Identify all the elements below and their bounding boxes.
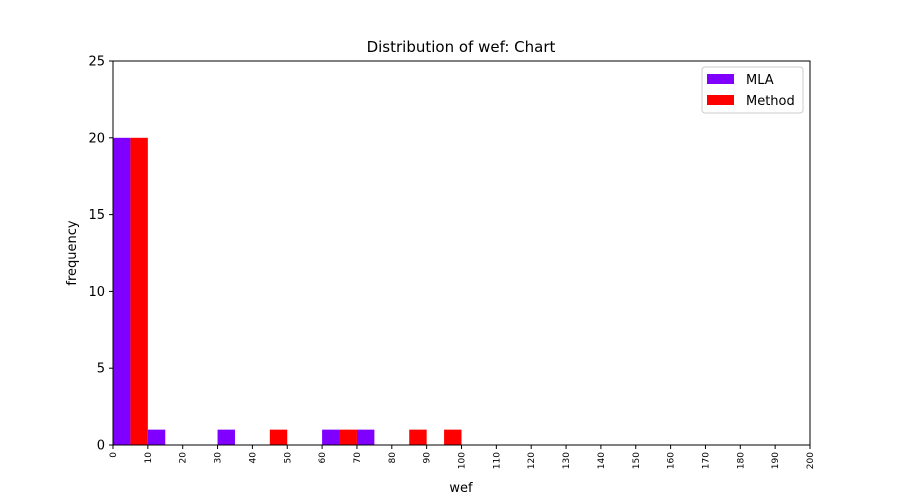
x-tick-label-0: 0 bbox=[109, 452, 119, 458]
x-tick-label-90: 90 bbox=[423, 452, 433, 464]
y-tick-label-0: 0 bbox=[97, 439, 105, 454]
x-tick-label-40: 40 bbox=[248, 452, 258, 464]
x-tick-label-170: 170 bbox=[701, 452, 711, 469]
bar-method-60 bbox=[339, 429, 357, 445]
x-tick-label-100: 100 bbox=[458, 452, 468, 469]
bar-method-80 bbox=[409, 429, 427, 445]
x-tick-label-10: 10 bbox=[144, 452, 154, 464]
y-tick-label-20: 20 bbox=[88, 131, 105, 146]
x-tick-label-150: 150 bbox=[632, 452, 642, 469]
x-tick-label-60: 60 bbox=[318, 452, 328, 464]
x-tick-label-120: 120 bbox=[527, 452, 537, 469]
x-tick-label-70: 70 bbox=[353, 452, 363, 464]
plot-frame bbox=[112, 60, 811, 446]
x-tick-label-180: 180 bbox=[736, 452, 746, 469]
y-tick-label-10: 10 bbox=[88, 285, 105, 300]
y-tick-label-5: 5 bbox=[97, 362, 105, 377]
x-tick-label-50: 50 bbox=[283, 452, 293, 464]
y-tick-label-25: 25 bbox=[88, 55, 105, 70]
legend: MLA Method bbox=[701, 66, 804, 114]
x-tick-label-140: 140 bbox=[597, 452, 607, 469]
bar-mla-70 bbox=[356, 429, 375, 445]
x-tick-label-110: 110 bbox=[492, 452, 502, 469]
x-tick-label-80: 80 bbox=[388, 452, 398, 464]
x-axis: 0 10 20 30 40 50 60 70 80 90 100 110 120 130 140 150 160… bbox=[109, 445, 816, 469]
chart-title: Distribution of wef: Chart bbox=[367, 38, 556, 56]
x-tick-label-200: 200 bbox=[806, 452, 816, 469]
y-tick-label-15: 15 bbox=[88, 208, 105, 223]
legend-swatch-method bbox=[707, 95, 734, 105]
y-axis: 0 5 10 15 20 25 bbox=[88, 55, 113, 454]
x-tick-label-20: 20 bbox=[179, 452, 189, 464]
bars-layer bbox=[113, 137, 462, 446]
x-tick-label-130: 130 bbox=[562, 452, 572, 469]
legend-label-mla: MLA bbox=[746, 73, 774, 88]
x-tick-label-190: 190 bbox=[771, 452, 781, 469]
bar-mla-10 bbox=[147, 429, 166, 445]
bar-mla-30 bbox=[217, 429, 235, 445]
bar-method-90 bbox=[444, 429, 462, 445]
bar-mla-0 bbox=[113, 137, 131, 446]
y-axis-label: frequency bbox=[65, 220, 80, 286]
legend-swatch-mla bbox=[707, 74, 734, 84]
legend-label-method: Method bbox=[746, 94, 795, 109]
bar-method-0 bbox=[130, 137, 148, 446]
x-axis-label: wef bbox=[449, 481, 473, 496]
x-tick-label-160: 160 bbox=[667, 452, 677, 469]
bar-method-40 bbox=[269, 429, 288, 445]
x-tick-label-30: 30 bbox=[214, 452, 224, 464]
bar-mla-60 bbox=[322, 429, 340, 445]
